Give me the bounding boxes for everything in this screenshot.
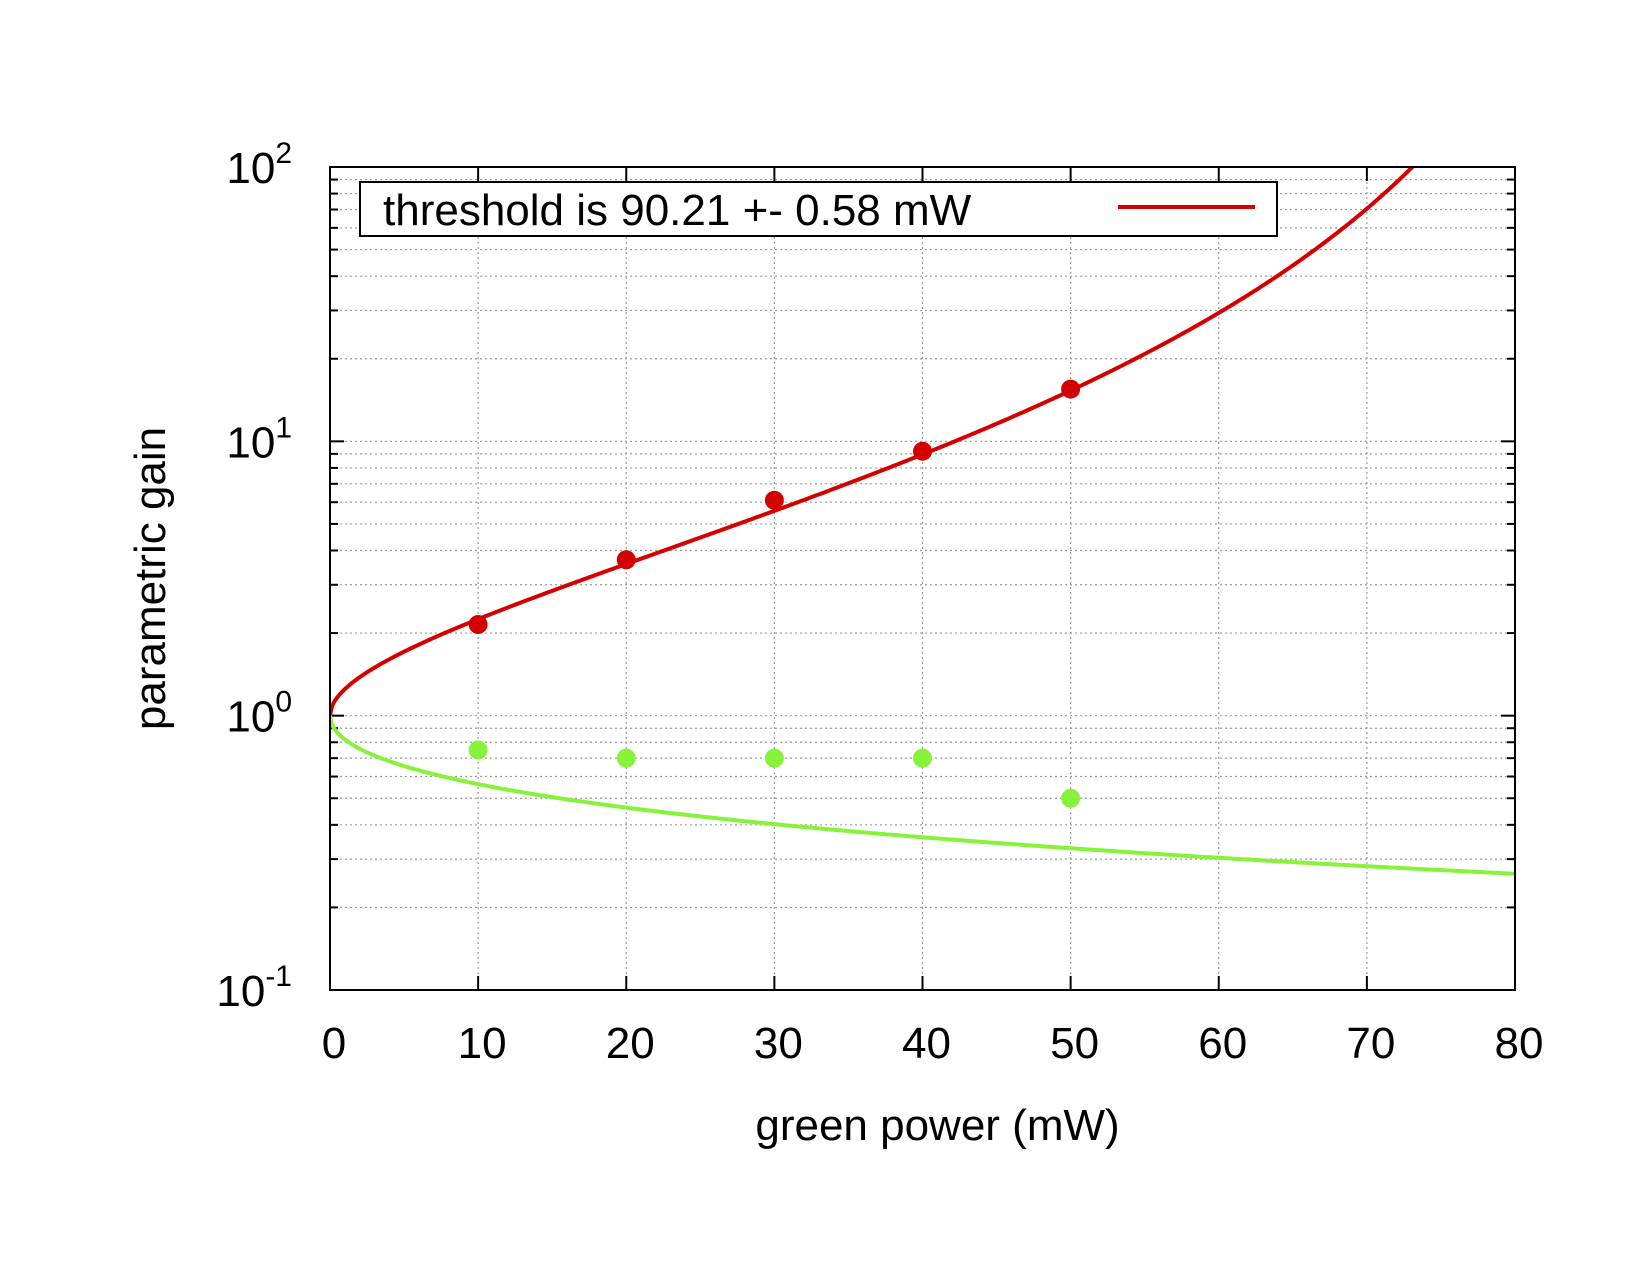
x-tick-label: 10 — [458, 1019, 507, 1068]
x-tick-label: 50 — [1050, 1019, 1099, 1068]
y-tick-base: 10 — [226, 144, 275, 193]
y-tick-label: 10-1 — [216, 960, 292, 1016]
x-tick-label: 60 — [1198, 1019, 1247, 1068]
x-tick-label: 30 — [754, 1019, 803, 1068]
x-tick-label: 0 — [322, 1019, 346, 1068]
data-point — [1061, 379, 1081, 399]
plot-frame — [329, 166, 1516, 991]
data-point — [764, 490, 784, 510]
data-point — [764, 748, 784, 768]
data-point — [913, 748, 932, 768]
y-tick-label: 101 — [226, 411, 292, 467]
data-point — [913, 441, 932, 461]
y-tick-exponent: 1 — [275, 411, 292, 444]
y-tick-exponent: 2 — [275, 137, 292, 170]
legend: threshold is 90.21 +- 0.58 mW — [359, 181, 1278, 237]
y-tick-exponent: -1 — [265, 960, 292, 993]
data-point — [616, 550, 636, 570]
x-tick-label: 70 — [1346, 1019, 1395, 1068]
y-tick-base: 10 — [226, 693, 275, 742]
y-tick-base: 10 — [216, 967, 265, 1016]
y-tick-exponent: 0 — [275, 686, 292, 719]
data-point — [616, 748, 636, 768]
data-point — [468, 740, 488, 760]
series-layer — [330, 167, 1515, 876]
x-tick-label: 80 — [1495, 1019, 1544, 1068]
data-point — [468, 614, 488, 634]
y-tick-label: 102 — [226, 137, 292, 193]
y-tick-label: 100 — [226, 686, 292, 742]
x-axis-label: green power (mW) — [755, 1101, 1119, 1150]
x-tick-label: 20 — [606, 1019, 655, 1068]
y-axis-label: parametric gain — [126, 427, 175, 730]
series-fit-line-deamp — [330, 715, 1515, 876]
grid — [330, 167, 1515, 990]
y-tick-base: 10 — [226, 418, 275, 467]
x-tick-label: 40 — [902, 1019, 951, 1068]
data-point — [1061, 788, 1081, 808]
legend-entry-label: threshold is 90.21 +- 0.58 mW — [383, 186, 972, 235]
